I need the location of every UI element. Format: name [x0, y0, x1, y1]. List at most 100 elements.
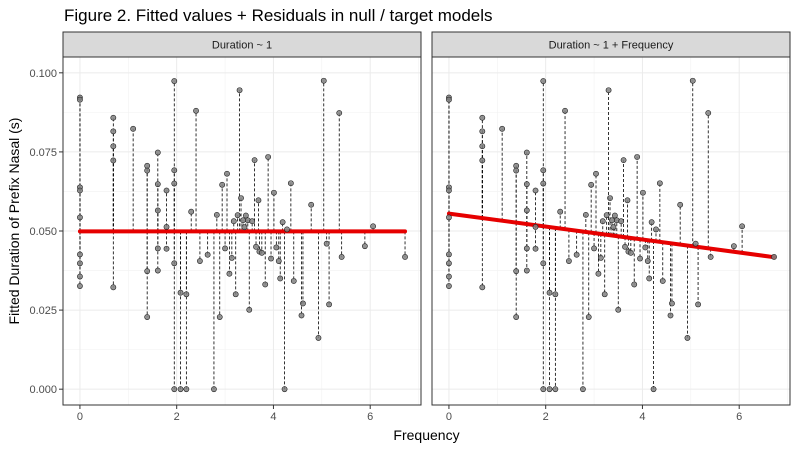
- data-point: [275, 258, 282, 264]
- data-point: [618, 218, 625, 225]
- data-point: [646, 275, 653, 282]
- data-point: [77, 96, 83, 103]
- data-point: [499, 125, 506, 132]
- data-point: [634, 154, 641, 160]
- data-point: [479, 114, 486, 121]
- panel-strip-label: Duration ~ 1: [212, 40, 272, 52]
- x-axis-title: Frequency: [393, 427, 459, 443]
- data-point: [300, 300, 306, 307]
- data-point: [540, 78, 547, 84]
- data-point: [573, 251, 580, 258]
- x-tick-label: 0: [446, 411, 452, 423]
- data-point: [609, 217, 615, 224]
- data-point: [523, 245, 530, 252]
- data-point: [249, 218, 256, 225]
- data-point: [446, 273, 452, 280]
- data-point: [154, 149, 161, 156]
- data-point: [224, 170, 230, 177]
- data-point: [479, 143, 486, 150]
- data-point: [610, 224, 617, 231]
- data-point: [689, 77, 696, 84]
- data-point: [144, 167, 151, 174]
- data-point: [370, 223, 377, 230]
- data-point: [130, 125, 137, 132]
- data-point: [603, 212, 610, 219]
- data-point: [566, 258, 572, 264]
- data-point: [552, 291, 559, 298]
- data-point: [523, 267, 530, 274]
- figure-title: Figure 2. Fitted values + Residuals in n…: [64, 6, 493, 25]
- data-point: [607, 195, 613, 201]
- panel-strip: [431, 31, 791, 58]
- data-point: [546, 386, 553, 393]
- data-point: [77, 283, 83, 289]
- data-point: [242, 212, 249, 219]
- data-point: [171, 167, 178, 174]
- data-point: [171, 260, 178, 267]
- data-point: [219, 181, 226, 188]
- data-point: [277, 275, 284, 282]
- data-point: [540, 386, 547, 393]
- data-point: [771, 254, 777, 260]
- data-point: [171, 78, 178, 84]
- data-point: [163, 245, 170, 252]
- data-point: [707, 254, 714, 260]
- panel-strip-label: Duration ~ 1 + Frequency: [549, 40, 674, 52]
- data-point: [582, 211, 589, 218]
- data-point: [644, 258, 651, 264]
- data-point: [656, 180, 663, 187]
- data-point: [154, 267, 161, 274]
- data-point: [446, 283, 452, 289]
- data-point: [230, 218, 237, 225]
- data-point: [446, 187, 452, 194]
- data-point: [177, 289, 184, 296]
- data-point: [253, 243, 259, 250]
- x-tick-label: 0: [77, 411, 83, 423]
- data-point: [336, 110, 343, 116]
- data-point: [271, 189, 277, 196]
- data-point: [241, 224, 248, 231]
- data-point: [154, 207, 161, 214]
- data-point: [265, 154, 272, 160]
- panel-strip: [62, 31, 422, 58]
- data-point: [402, 254, 408, 260]
- data-point: [730, 243, 737, 250]
- data-point: [315, 335, 322, 341]
- data-point: [320, 77, 327, 84]
- data-point: [234, 212, 241, 219]
- data-point: [513, 162, 520, 169]
- data-point: [552, 386, 559, 393]
- data-point: [298, 312, 305, 319]
- data-point: [154, 245, 161, 252]
- data-point: [77, 187, 83, 194]
- data-point: [595, 270, 602, 277]
- data-point: [232, 291, 239, 298]
- data-point: [446, 96, 452, 103]
- data-point: [183, 291, 190, 298]
- data-point: [588, 181, 595, 188]
- data-point: [308, 201, 315, 208]
- data-point: [605, 87, 612, 94]
- data-point: [620, 157, 627, 164]
- fitted-line: [446, 211, 777, 260]
- data-point: [532, 245, 539, 252]
- y-tick-label: 0.025: [29, 305, 57, 317]
- data-point: [110, 157, 117, 164]
- data-point: [446, 214, 452, 221]
- data-point: [615, 306, 622, 313]
- x-tick-label: 4: [270, 411, 276, 423]
- data-point: [110, 143, 117, 150]
- data-point: [171, 180, 178, 187]
- data-point: [144, 268, 151, 275]
- data-point: [611, 212, 618, 219]
- data-point: [540, 260, 547, 267]
- data-point: [226, 270, 233, 277]
- data-point: [523, 207, 530, 214]
- data-point: [361, 243, 368, 250]
- data-point: [677, 201, 684, 208]
- panel-border: [431, 56, 791, 406]
- data-point: [627, 249, 634, 256]
- data-point: [287, 180, 294, 187]
- data-point: [532, 223, 539, 230]
- data-point: [653, 226, 659, 233]
